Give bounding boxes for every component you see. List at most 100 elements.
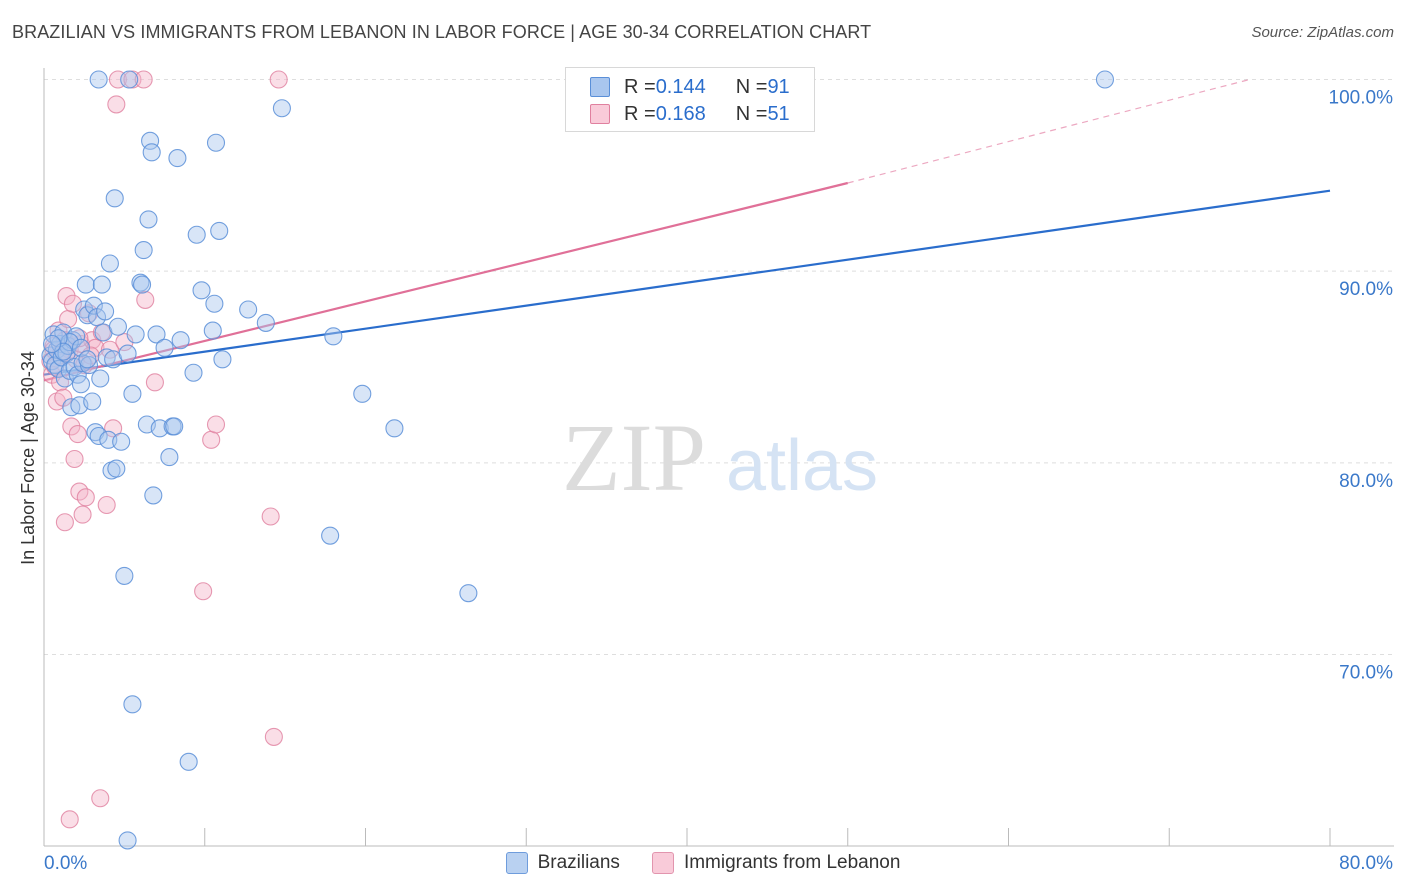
point-brazilian (105, 189, 124, 208)
point-brazilian (97, 348, 116, 367)
point-lebanon (136, 290, 155, 309)
y-axis-title: In Labor Force | Age 30-34 (18, 351, 38, 565)
point-brazilian (272, 99, 291, 118)
point-brazilian (71, 375, 91, 394)
legend-n-label: N = (735, 102, 768, 125)
point-brazilian (92, 275, 111, 294)
x-tick-label: 0.0% (44, 853, 87, 874)
point-brazilian (353, 384, 372, 403)
point-brazilian (89, 426, 108, 446)
correlation-legend: R = 0.144 N = 91 R = 0.168 N = 51 (565, 67, 815, 132)
point-lebanon (107, 95, 126, 114)
point-brazilian (385, 419, 404, 438)
legend-row-brazilians: R = 0.144 N = 91 (590, 74, 790, 100)
legend-r-label: R = (624, 102, 656, 125)
point-lebanon (63, 294, 82, 313)
point-brazilian (160, 448, 179, 467)
point-brazilian (91, 369, 110, 388)
point-brazilian (192, 281, 211, 300)
legend-n-value: 51 (767, 102, 790, 125)
point-brazilian (1095, 70, 1114, 89)
point-lebanon (68, 425, 87, 444)
point-brazilian (133, 275, 152, 294)
point-brazilian (78, 350, 97, 369)
point-lebanon (194, 582, 213, 601)
point-brazilian (83, 392, 102, 411)
point-brazilian (203, 321, 222, 340)
point-brazilian (239, 300, 258, 319)
point-brazilian (321, 526, 340, 545)
point-brazilian (205, 294, 224, 313)
point-lebanon (55, 513, 74, 532)
legend-row-lebanon: R = 0.168 N = 51 (590, 101, 790, 127)
source-label: Source: ZipAtlas.com (1251, 24, 1394, 41)
watermark: ZIP atlas (562, 404, 878, 511)
y-tick-label: 90.0% (1339, 279, 1393, 300)
point-lebanon (57, 287, 76, 306)
point-lebanon (76, 488, 95, 507)
point-brazilian (115, 566, 134, 585)
legend-n-value: 91 (767, 75, 790, 98)
point-brazilian (126, 325, 145, 344)
point-brazilian (142, 143, 161, 162)
point-brazilian (144, 486, 163, 505)
chart-title: BRAZILIAN VS IMMIGRANTS FROM LEBANON IN … (12, 22, 872, 42)
point-brazilian (165, 417, 184, 436)
point-brazilian (112, 432, 131, 451)
point-brazilian (60, 333, 79, 352)
point-lebanon (97, 495, 116, 515)
point-brazilian (210, 221, 229, 240)
legend-r-label: R = (624, 75, 656, 98)
point-lebanon (60, 810, 79, 829)
x-tick-label: 80.0% (1339, 853, 1393, 874)
point-brazilian (118, 831, 137, 850)
trend-line-lebanon (43, 181, 849, 382)
legend-label-brazilians: Brazilians (537, 852, 620, 873)
point-lebanon (73, 505, 92, 524)
tick-labels: 70.0% 80.0% 90.0% 100.0% 0.0% 80.0% (44, 88, 1393, 875)
point-brazilian (108, 317, 127, 336)
legend-n-label: N = (735, 75, 768, 98)
point-brazilian (107, 459, 126, 478)
point-brazilian (118, 344, 137, 363)
legend-swatch-brazilians (505, 852, 528, 874)
point-brazilian (139, 210, 158, 229)
point-lebanon (269, 70, 288, 89)
point-brazilian (84, 296, 103, 315)
point-lebanon (206, 415, 226, 434)
watermark-atlas: atlas (726, 426, 878, 506)
point-lebanon (65, 449, 84, 469)
point-brazilian (155, 338, 174, 357)
point-brazilian (179, 752, 198, 771)
point-brazilian (100, 254, 119, 273)
point-lebanon (202, 430, 221, 449)
point-lebanon (134, 70, 153, 89)
point-brazilian (256, 313, 275, 332)
y-tick-label: 70.0% (1339, 663, 1393, 684)
axes (43, 68, 1394, 847)
legend-item-lebanon: Immigrants from Lebanon (651, 852, 901, 874)
legend-item-brazilians: Brazilians (505, 852, 620, 874)
point-brazilian (187, 225, 206, 244)
point-brazilian (123, 384, 142, 403)
legend-r-value: 0.144 (655, 75, 706, 98)
series-legend: Brazilians Immigrants from Lebanon (0, 852, 1406, 874)
legend-swatch-lebanon (651, 852, 674, 874)
legend-r-value: 0.168 (655, 102, 706, 125)
point-brazilian (324, 327, 343, 346)
grid-lines (44, 79, 1394, 655)
point-brazilian (141, 131, 160, 150)
trend-line-lebanon-extension (847, 78, 1250, 184)
legend-swatch-blue (590, 77, 610, 97)
y-tick-label: 100.0% (1329, 88, 1394, 109)
points-brazilians (41, 70, 1114, 850)
point-brazilian (459, 584, 478, 603)
point-brazilian (42, 334, 62, 354)
point-brazilian (168, 149, 187, 168)
point-brazilian (134, 241, 153, 260)
point-lebanon (91, 789, 110, 808)
point-brazilian (171, 331, 190, 350)
legend-label-lebanon: Immigrants from Lebanon (683, 852, 901, 873)
watermark-zip: ZIP (562, 404, 706, 511)
